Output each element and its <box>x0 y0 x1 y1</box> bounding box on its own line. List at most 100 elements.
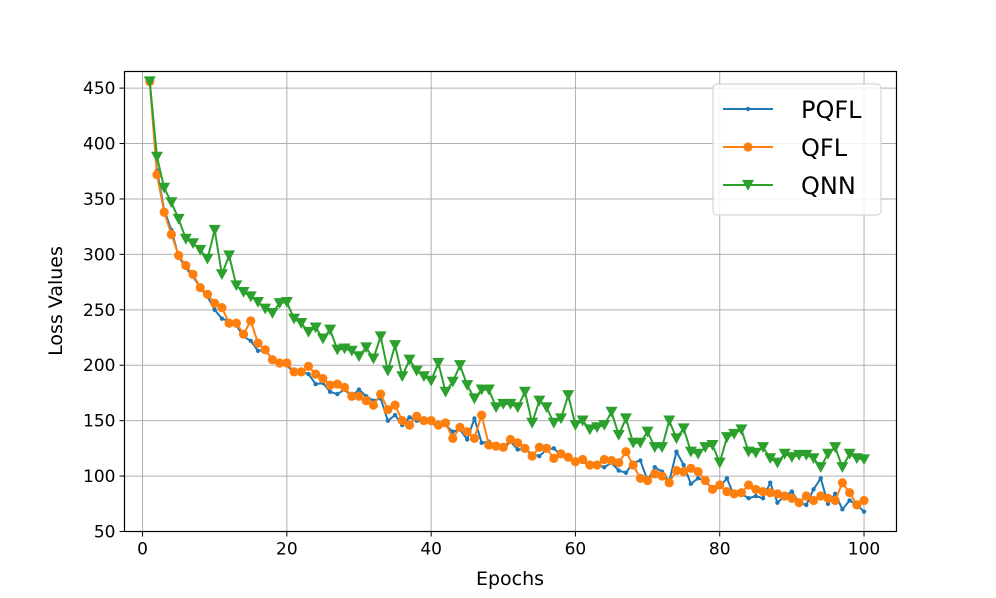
qfl-point <box>707 484 718 494</box>
pqfl-point <box>760 496 766 501</box>
y-tick-label: 200 <box>83 356 115 376</box>
qfl-point <box>174 250 184 261</box>
x-tick-label: 60 <box>565 540 587 560</box>
qfl-point <box>614 458 624 468</box>
pqfl-point <box>392 412 398 418</box>
y-tick-label: 100 <box>83 467 115 487</box>
qnn-point <box>713 457 726 469</box>
pqfl-point <box>472 416 477 421</box>
qfl-point <box>246 316 256 326</box>
qnn-point <box>641 426 654 438</box>
pqfl-point <box>652 465 657 470</box>
qfl-point <box>195 283 205 293</box>
y-tick-label: 300 <box>83 245 115 265</box>
qnn-point <box>800 449 813 461</box>
qnn-point <box>143 76 156 88</box>
y-tick-label: 450 <box>83 79 115 99</box>
qfl-point <box>700 475 710 486</box>
qfl-point <box>541 443 552 453</box>
qnn-point <box>417 371 430 383</box>
legend: PQFL QFL QNN <box>712 83 882 216</box>
qfl-point <box>397 416 407 426</box>
qnn-point <box>728 428 741 440</box>
qnn-point <box>244 291 257 303</box>
qfl-point <box>722 486 732 497</box>
qfl-point <box>671 465 682 476</box>
legend-marker-pqfl <box>745 106 751 112</box>
legend-label-pqfl: PQFL <box>801 96 862 124</box>
qfl-point <box>599 454 609 465</box>
qnn-point <box>194 244 207 256</box>
qnn-point <box>490 402 503 414</box>
qfl-point <box>787 493 797 503</box>
qfl-point <box>455 422 465 432</box>
qfl-point <box>311 369 321 379</box>
pqfl-point <box>465 437 470 442</box>
qfl-point <box>419 416 429 426</box>
legend-marker-qfl <box>743 142 753 152</box>
qnn-point <box>540 402 553 414</box>
qnn-point <box>634 437 647 449</box>
qnn-point <box>273 298 286 309</box>
qnn-point <box>663 415 676 427</box>
qnn-point <box>858 454 871 466</box>
pqfl-point <box>840 507 845 512</box>
qnn-point <box>583 424 596 436</box>
series-qnn <box>143 76 871 473</box>
qnn-point <box>807 453 820 465</box>
qnn-point <box>526 417 539 429</box>
pqfl-point <box>479 440 484 446</box>
qfl-point <box>339 382 350 393</box>
qfl-point <box>606 455 617 466</box>
plot-frame <box>123 70 898 533</box>
qnn-point <box>555 413 568 425</box>
qfl-point <box>736 488 746 498</box>
qnn-point <box>511 402 524 414</box>
qfl-point <box>772 489 783 499</box>
qnn-point <box>562 390 575 401</box>
qfl-point <box>686 463 696 473</box>
qnn-point <box>367 353 380 365</box>
x-tick-label: 0 <box>137 540 148 560</box>
y-tick-label: 350 <box>83 190 115 210</box>
qfl-point <box>238 329 249 339</box>
y-axis-title: Loss Values <box>45 246 67 356</box>
series-qfl <box>145 76 869 510</box>
qfl-point <box>549 453 559 463</box>
qfl-point <box>318 373 328 384</box>
pqfl-point <box>385 418 391 423</box>
qfl-point <box>347 391 357 401</box>
qfl-point <box>563 452 573 462</box>
qfl-point <box>426 416 436 426</box>
series-layer <box>143 76 871 514</box>
qfl-point <box>152 169 162 180</box>
qfl-point <box>275 358 285 368</box>
pqfl-point <box>775 500 780 505</box>
qnn-point <box>432 357 445 369</box>
qfl-point <box>303 361 314 371</box>
pqfl-point <box>623 470 629 475</box>
pqfl-point <box>212 307 217 313</box>
pqfl-point <box>789 489 795 494</box>
qnn-point <box>446 376 459 388</box>
qfl-point <box>354 391 364 401</box>
qfl-point <box>765 488 775 498</box>
qnn-point <box>569 419 582 431</box>
qfl-point <box>852 500 862 510</box>
qfl-point <box>282 358 292 368</box>
qfl-point <box>758 486 768 497</box>
qfl-point <box>376 389 386 399</box>
pqfl-point <box>356 387 362 392</box>
x-tick-label: 20 <box>276 540 298 560</box>
pqfl-point <box>407 415 412 420</box>
qfl-point <box>412 411 422 421</box>
qnn-point <box>208 224 221 236</box>
qfl-point <box>383 404 393 415</box>
qfl-point <box>433 420 443 430</box>
pqfl-point <box>255 348 261 354</box>
qnn-point <box>598 419 611 431</box>
qnn-point <box>749 447 762 459</box>
qfl-point <box>751 484 761 494</box>
qnn-point <box>223 250 236 262</box>
qnn-point <box>670 433 683 445</box>
